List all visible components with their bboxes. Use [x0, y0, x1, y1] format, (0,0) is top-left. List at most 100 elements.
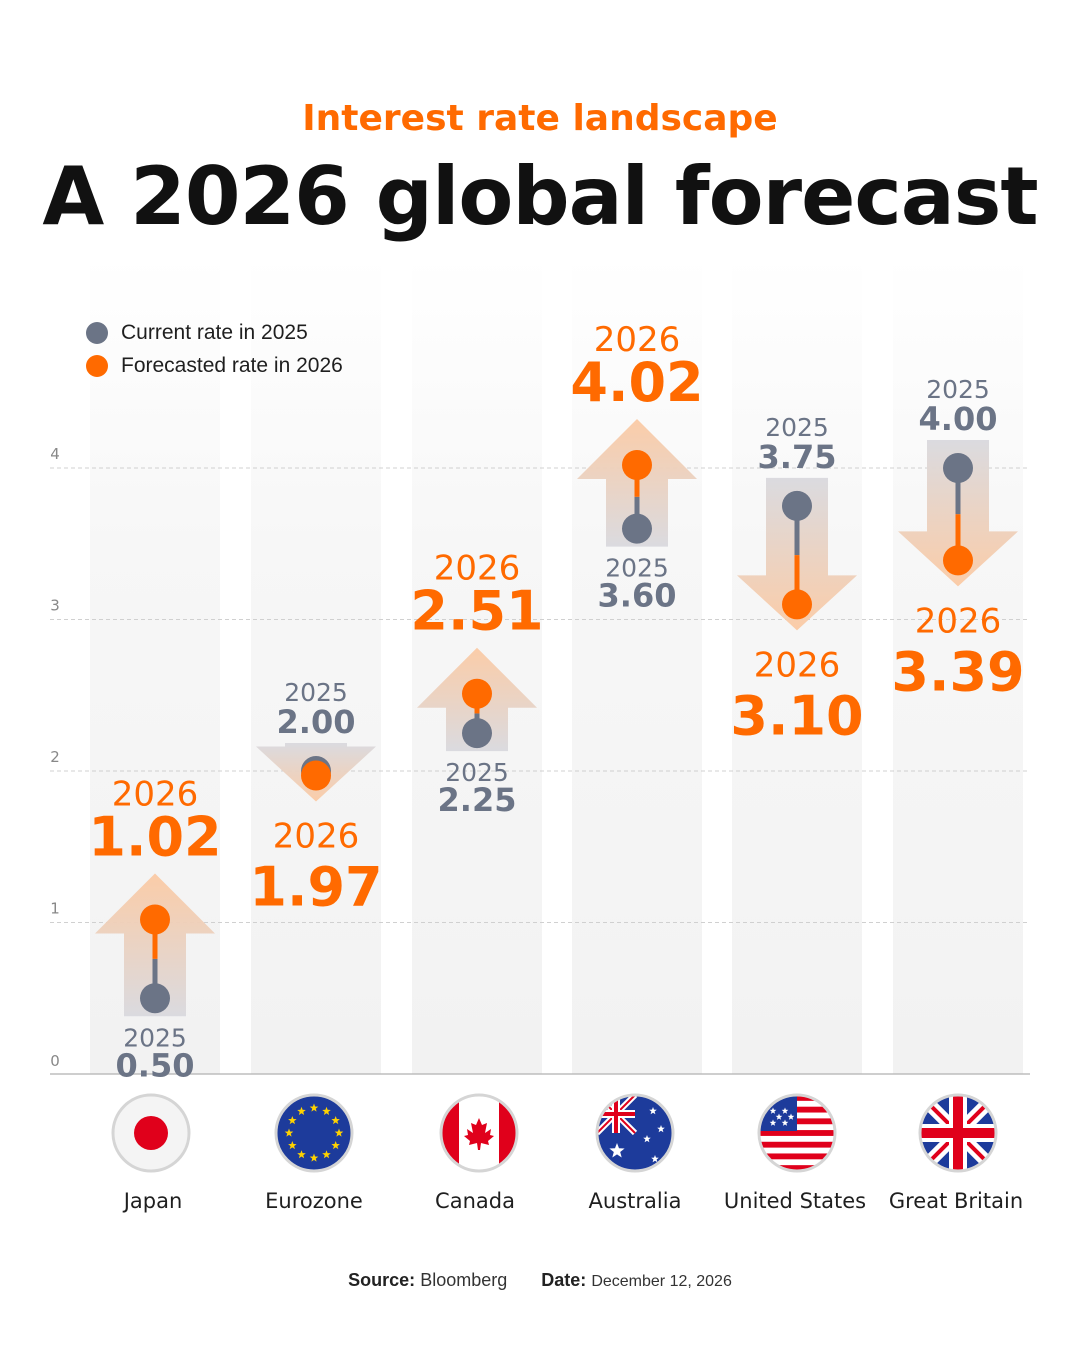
us-flag-icon — [757, 1093, 837, 1173]
star-shape — [651, 1155, 659, 1163]
star-shape — [609, 1143, 625, 1158]
star-shape — [288, 1116, 297, 1125]
date-label: Date: — [541, 1270, 587, 1290]
legend-label-forecast: Forecasted rate in 2026 — [121, 353, 343, 377]
star-shape — [309, 1153, 319, 1162]
star-shape — [322, 1150, 331, 1159]
current-value-label: 2.25 — [438, 781, 517, 819]
stripe — [759, 1141, 835, 1148]
maple-leaf-shape — [464, 1118, 494, 1150]
star-shape — [787, 1113, 795, 1120]
forecast-value-label: 3.10 — [730, 684, 863, 747]
current-value-label: 2.00 — [277, 703, 356, 741]
current-year-label: 2025 — [123, 1023, 187, 1052]
category-label: Great Britain — [889, 1189, 1023, 1213]
forecast-year-label: 2026 — [273, 817, 360, 857]
column-bg — [251, 255, 381, 1074]
forecast-value-label: 4.02 — [570, 351, 703, 414]
forecast-year-label: 2026 — [915, 601, 1002, 641]
star-shape — [331, 1141, 340, 1150]
y-tick-label: 1 — [50, 900, 60, 918]
y-tick-label: 2 — [50, 748, 60, 766]
category-label: Eurozone — [265, 1189, 363, 1213]
current-year-label: 2025 — [765, 413, 829, 442]
current-value-label: 3.75 — [758, 438, 837, 476]
legend-swatch-forecast — [86, 354, 108, 377]
star-shape — [657, 1125, 665, 1133]
star-shape — [769, 1107, 777, 1114]
star-shape — [297, 1150, 306, 1159]
source-label: Source: — [348, 1270, 416, 1290]
category-label: Australia — [589, 1189, 682, 1213]
stripe — [759, 1130, 835, 1136]
current-value-label: 4.00 — [919, 400, 998, 438]
category-label: Japan — [122, 1189, 183, 1213]
star-shape — [322, 1106, 331, 1115]
current-value-label: 0.50 — [116, 1046, 195, 1084]
subtitle: Interest rate landscape — [302, 98, 778, 139]
flag-ring — [274, 1093, 354, 1173]
flag-ring — [111, 1093, 191, 1173]
forecast-year-label: 2026 — [434, 549, 521, 589]
source-value: Bloomberg — [420, 1270, 508, 1290]
forecast-rate-point — [301, 760, 331, 791]
legend-item-current: Current rate in 2025 — [86, 316, 343, 349]
y-tick-label: 0 — [50, 1052, 60, 1070]
uk-flag-icon — [918, 1093, 998, 1173]
forecast-year-label: 2026 — [754, 645, 841, 685]
current-rate-point — [943, 453, 973, 483]
current-rate-point — [462, 718, 492, 749]
star-shape — [781, 1119, 789, 1126]
flag-ring — [757, 1093, 837, 1173]
eu-flag-icon — [274, 1093, 354, 1173]
canada-flag-icon — [439, 1093, 519, 1173]
star-shape — [775, 1113, 783, 1120]
date-value: December 12, 2026 — [591, 1273, 732, 1290]
star-shape — [284, 1128, 294, 1137]
forecast-value-label: 1.97 — [249, 856, 382, 919]
column-bg — [572, 255, 702, 1074]
category-label: United States — [724, 1189, 866, 1213]
star-shape — [649, 1107, 657, 1115]
legend-item-forecast: Forecasted rate in 2026 — [86, 349, 343, 382]
footer: Source: Bloomberg Date: December 12, 202… — [0, 1270, 1080, 1291]
y-tick-label: 3 — [50, 597, 60, 615]
forecast-rate-point — [622, 449, 652, 480]
forecast-rate-point — [943, 545, 973, 576]
flag-ring — [595, 1093, 675, 1173]
legend: Current rate in 2025 Forecasted rate in … — [86, 316, 343, 382]
page-title: A 2026 global forecast — [42, 150, 1038, 243]
current-year-label: 2025 — [605, 554, 669, 583]
star-shape — [297, 1106, 306, 1115]
flag-ring — [918, 1093, 998, 1173]
column-bg — [732, 255, 862, 1074]
star-shape — [769, 1119, 777, 1126]
current-rate-point — [782, 490, 812, 521]
star-shape — [781, 1107, 789, 1114]
forecast-value-label: 3.39 — [891, 640, 1024, 703]
current-rate-point — [622, 513, 652, 544]
stripe — [759, 1153, 835, 1160]
current-year-label: 2025 — [445, 758, 509, 787]
star-shape — [643, 1135, 651, 1143]
current-rate-point — [140, 983, 170, 1014]
flag-ring — [439, 1093, 519, 1173]
legend-swatch-current — [86, 321, 108, 344]
japan-flag-icon — [111, 1093, 191, 1173]
current-year-label: 2025 — [284, 678, 348, 707]
star-shape — [288, 1141, 297, 1150]
forecast-rate-point — [462, 678, 492, 709]
star-shape — [334, 1128, 344, 1137]
column-bg — [893, 255, 1023, 1074]
legend-label-current: Current rate in 2025 — [121, 320, 308, 344]
forecast-year-label: 2026 — [112, 774, 199, 814]
australia-flag-icon — [595, 1093, 675, 1173]
category-label: Canada — [435, 1189, 515, 1213]
current-year-label: 2025 — [926, 375, 990, 404]
